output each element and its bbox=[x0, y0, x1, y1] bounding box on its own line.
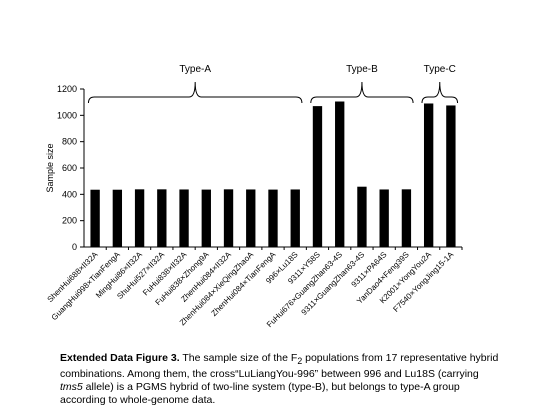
group-label: Type-C bbox=[424, 64, 456, 75]
bar bbox=[157, 189, 167, 247]
group-label: Type-B bbox=[346, 64, 378, 75]
bar bbox=[201, 189, 211, 247]
figure-caption: Extended Data Figure 3. The sample size … bbox=[60, 352, 500, 407]
bar bbox=[90, 189, 100, 247]
y-tick-label: 800 bbox=[62, 137, 77, 147]
caption-text-2: populations from 17 representative hybri… bbox=[60, 352, 499, 381]
bar bbox=[268, 189, 278, 247]
caption-gene: tms5 bbox=[60, 381, 83, 394]
bar bbox=[446, 105, 456, 247]
y-axis-label: Sample size bbox=[45, 143, 55, 192]
bar bbox=[312, 106, 323, 247]
group-brace bbox=[421, 81, 459, 104]
y-tick-label: 200 bbox=[62, 216, 77, 226]
bar bbox=[357, 186, 367, 247]
bar bbox=[179, 189, 189, 247]
caption-subscript: 2 bbox=[297, 356, 303, 367]
group-label: Type-A bbox=[179, 64, 211, 75]
y-tick-label: 1000 bbox=[57, 110, 77, 120]
bar bbox=[112, 189, 123, 247]
caption-title: Extended Data Figure 3. bbox=[60, 352, 180, 364]
bar bbox=[423, 103, 434, 247]
caption-text-1: The sample size of the F bbox=[179, 352, 298, 364]
y-tick-label: 400 bbox=[62, 189, 77, 199]
bar bbox=[246, 189, 256, 247]
bar bbox=[379, 189, 389, 247]
group-brace bbox=[310, 81, 414, 104]
bar bbox=[401, 189, 412, 247]
group-brace bbox=[87, 81, 303, 104]
y-tick-label: 600 bbox=[62, 163, 77, 173]
bar bbox=[335, 101, 345, 247]
y-tick-label: 1200 bbox=[57, 84, 77, 94]
caption-text-3: allele) is a PGMS hybrid of two-line sys… bbox=[60, 381, 460, 407]
bar bbox=[290, 189, 300, 247]
bar bbox=[223, 189, 234, 247]
bar bbox=[134, 189, 145, 247]
y-tick-label: 0 bbox=[72, 242, 77, 252]
